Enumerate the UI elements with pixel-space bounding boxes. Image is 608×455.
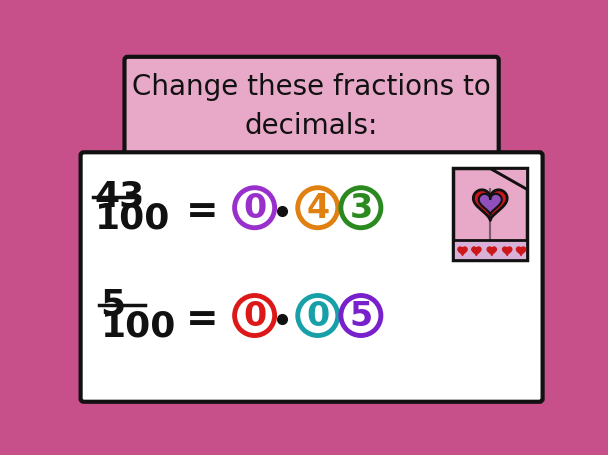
Text: 5: 5 [349, 299, 373, 332]
Polygon shape [490, 168, 527, 190]
FancyBboxPatch shape [454, 168, 527, 261]
Text: 3: 3 [349, 192, 373, 225]
Text: =: = [186, 300, 218, 338]
Circle shape [235, 188, 275, 228]
FancyBboxPatch shape [125, 58, 499, 155]
Text: 0: 0 [243, 192, 266, 225]
Text: 0: 0 [306, 299, 330, 332]
Text: 100: 100 [94, 201, 170, 235]
Text: =: = [186, 192, 218, 230]
Circle shape [341, 188, 381, 228]
FancyBboxPatch shape [454, 241, 527, 261]
Polygon shape [478, 194, 502, 215]
Polygon shape [458, 248, 467, 256]
Polygon shape [490, 168, 527, 190]
Text: Change these fractions to
decimals:: Change these fractions to decimals: [132, 73, 491, 140]
Text: 0: 0 [243, 299, 266, 332]
Polygon shape [503, 248, 512, 256]
Polygon shape [516, 248, 526, 256]
Text: 5: 5 [100, 287, 126, 321]
Circle shape [341, 296, 381, 336]
Text: 43: 43 [94, 179, 145, 213]
FancyBboxPatch shape [81, 153, 542, 402]
Circle shape [235, 296, 275, 336]
Circle shape [298, 188, 338, 228]
Text: 4: 4 [306, 192, 330, 225]
Text: 100: 100 [100, 308, 176, 343]
Polygon shape [473, 190, 507, 221]
Circle shape [298, 296, 338, 336]
Polygon shape [472, 248, 481, 256]
Polygon shape [487, 248, 496, 256]
